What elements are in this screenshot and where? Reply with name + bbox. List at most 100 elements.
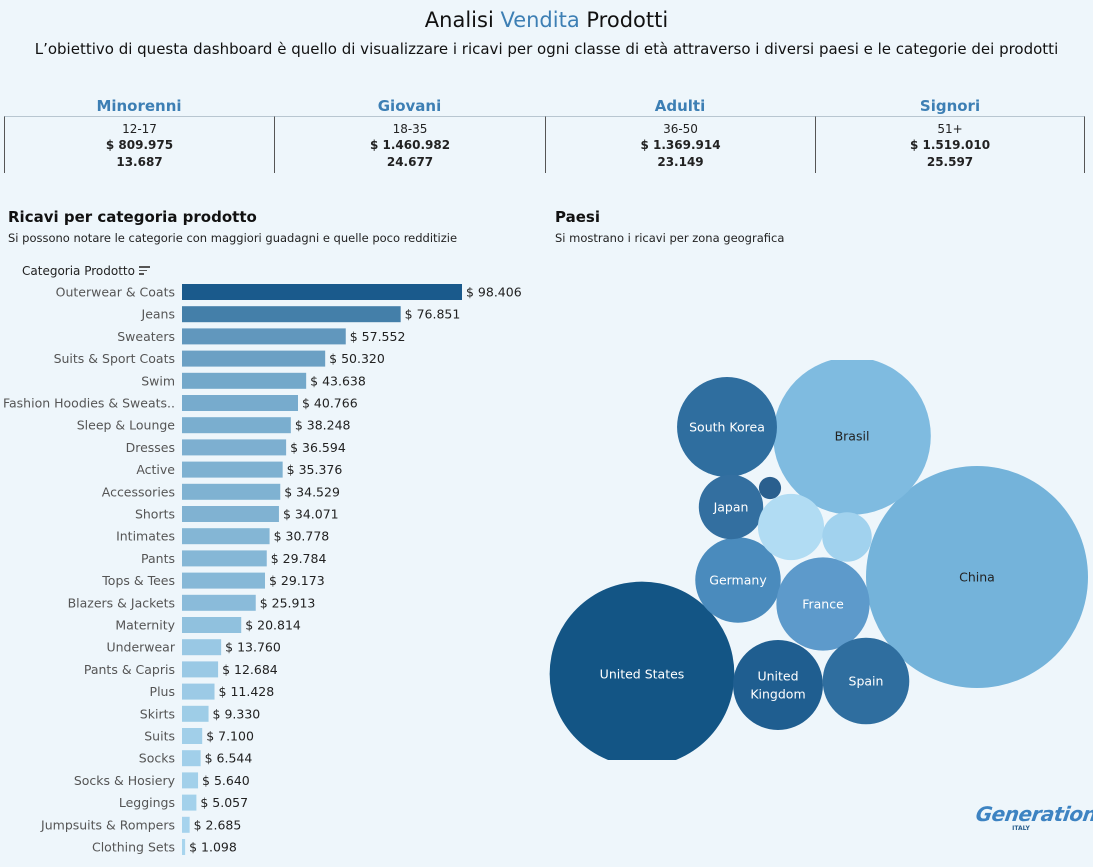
categories-subtitle: Si possono notare le categorie con maggi… (8, 231, 458, 245)
kpi-revenue: $ 1.519.010 (909, 138, 991, 152)
country-bubble[interactable] (757, 493, 825, 561)
country-bubble-label: Kingdom (750, 687, 805, 702)
title-accent: Vendita (500, 8, 580, 32)
bar-category-label: Maternity (115, 618, 175, 633)
bar-category-label: Jumpsuits & Rompers (40, 817, 175, 832)
category-column-header[interactable]: Categoria Prodotto (22, 264, 150, 278)
bar-category-label: Socks & Hosiery (74, 773, 176, 788)
country-bubble[interactable] (695, 537, 781, 623)
bar-value-label: $ 29.173 (269, 573, 325, 588)
bar-category-label: Socks (139, 751, 175, 766)
countries-subtitle: Si mostrano i ricavi per zona geografica (555, 231, 785, 245)
category-column-header-label: Categoria Prodotto (22, 264, 135, 278)
bar[interactable] (182, 417, 291, 434)
country-bubble[interactable] (549, 581, 735, 760)
country-bubble[interactable] (698, 474, 764, 540)
country-bubble[interactable] (677, 377, 777, 477)
country-bubble[interactable] (776, 557, 870, 651)
kpi-count: 25.597 (926, 155, 974, 169)
bar-category-label: Active (136, 462, 175, 477)
bar[interactable] (182, 705, 209, 722)
country-bubble[interactable] (866, 466, 1088, 688)
bar[interactable] (182, 439, 287, 456)
bar-category-label: Dresses (126, 440, 175, 455)
bar-category-label: Sweaters (117, 329, 175, 344)
bar-category-label: Fashion Hoodies & Sweats.. (3, 396, 175, 411)
bar[interactable] (182, 372, 307, 389)
bar[interactable] (182, 506, 279, 522)
category-bar-chart: Outerwear & Coats $ 98.406 Jeans $ 76.851 Sw… (3, 284, 522, 855)
bar-value-label: $ 98.406 (466, 285, 522, 300)
bar[interactable] (182, 794, 197, 811)
kpi-giovani[interactable]: Giovani 18-35 $ 1.460.982 24.677 (274, 96, 545, 173)
country-bubble[interactable] (733, 640, 823, 730)
bar-category-label: Pants (141, 551, 175, 566)
bar[interactable] (182, 728, 203, 744)
country-bubble-label: Spain (849, 674, 884, 689)
bar-value-label: $ 7.100 (206, 729, 254, 744)
kpi-box: 12-17 $ 809.975 13.687 (4, 116, 274, 173)
logo-word: Generation (974, 802, 1093, 826)
kpi-name: Giovani (377, 97, 442, 115)
bar[interactable] (182, 328, 346, 345)
kpi-name: Signori (919, 97, 981, 115)
bar[interactable] (182, 395, 298, 411)
bar[interactable] (182, 617, 242, 633)
bar-value-label: $ 38.248 (295, 418, 351, 433)
bar[interactable] (182, 816, 190, 833)
bar-category-label: Suits & Sport Coats (54, 351, 175, 366)
kpi-minorenni[interactable]: Minorenni 12-17 $ 809.975 13.687 (4, 96, 274, 173)
kpi-box: 36-50 $ 1.369.914 23.149 (545, 116, 815, 173)
bar[interactable] (182, 350, 326, 367)
sort-icon[interactable] (138, 266, 150, 275)
bar-value-label: $ 57.552 (350, 329, 406, 344)
bar[interactable] (182, 572, 266, 589)
bar[interactable] (182, 284, 462, 300)
bar[interactable] (182, 306, 401, 323)
country-bubble[interactable] (758, 476, 782, 500)
kpi-signori[interactable]: Signori 51+ $ 1.519.010 25.597 (815, 96, 1085, 173)
bar[interactable] (182, 550, 267, 567)
bar-category-label: Skirts (140, 706, 175, 721)
country-bubble[interactable] (773, 360, 931, 515)
bar[interactable] (182, 483, 281, 500)
bar-value-label: $ 35.376 (287, 462, 343, 477)
bar[interactable] (182, 639, 222, 656)
age-kpi-row: Minorenni 12-17 $ 809.975 13.687 Giovani… (4, 96, 1086, 173)
bar-value-label: $ 5.640 (202, 773, 250, 788)
page-title: Analisi Vendita Prodotti (0, 8, 1093, 32)
bar-value-label: $ 9.330 (213, 706, 261, 721)
bar[interactable] (182, 661, 219, 678)
bar-category-label: Swim (141, 373, 175, 388)
country-bubble[interactable] (822, 637, 910, 725)
bar[interactable] (182, 461, 283, 478)
bar-category-label: Suits (144, 729, 175, 744)
country-bubble[interactable] (822, 512, 872, 562)
kpi-revenue: $ 1.460.982 (369, 138, 451, 152)
bar[interactable] (182, 683, 215, 700)
bar-value-label: $ 29.784 (271, 551, 327, 566)
bar-category-label: Clothing Sets (92, 840, 175, 855)
bar[interactable] (182, 772, 199, 789)
bar[interactable] (182, 528, 270, 545)
countries-title: Paesi (555, 208, 600, 226)
kpi-revenue: $ 1.369.914 (640, 138, 721, 152)
logo-country: ITALY (1012, 825, 1030, 832)
kpi-name: Minorenni (96, 97, 182, 115)
kpi-range: 18-35 (392, 122, 428, 136)
bar-value-label: $ 20.814 (245, 618, 301, 633)
bar-value-label: $ 34.071 (283, 507, 339, 522)
bar-value-label: $ 13.760 (225, 640, 281, 655)
bar-value-label: $ 34.529 (284, 484, 340, 499)
bar-category-label: Leggings (119, 795, 175, 810)
kpi-box: 51+ $ 1.519.010 25.597 (815, 116, 1085, 173)
kpi-count: 13.687 (116, 155, 163, 169)
bar[interactable] (182, 750, 201, 767)
bar[interactable] (182, 594, 256, 611)
page-subtitle: L’obiettivo di questa dashboard è quello… (34, 40, 1059, 58)
bar-value-label: $ 25.913 (260, 595, 316, 610)
bar-value-label: $ 40.766 (302, 396, 358, 411)
bar[interactable] (182, 839, 186, 855)
kpi-adulti[interactable]: Adulti 36-50 $ 1.369.914 23.149 (545, 96, 815, 173)
country-bubble-label: United States (600, 667, 685, 682)
